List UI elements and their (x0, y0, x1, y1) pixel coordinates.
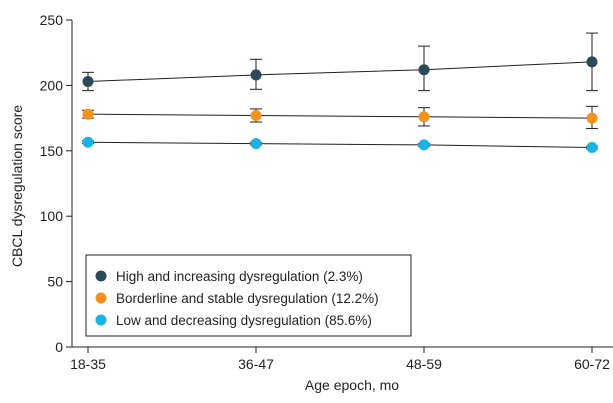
series-3 (82, 136, 598, 154)
series-1 (82, 32, 598, 92)
data-point (250, 69, 262, 81)
y-tick-label: 150 (40, 143, 64, 159)
plot-area (82, 32, 598, 154)
legend-marker (95, 314, 107, 326)
y-tick-label: 0 (55, 339, 63, 355)
y-tick-label: 250 (40, 12, 64, 28)
data-point (586, 142, 598, 154)
data-point (418, 64, 430, 76)
axes: 0 50 100 150 200 250 18-35 36-47 48-59 60-72 (40, 12, 613, 372)
x-tick-label: 48-59 (406, 356, 442, 372)
y-tick-label: 100 (40, 208, 64, 224)
series-2 (82, 105, 598, 130)
legend-box (85, 254, 412, 337)
data-point (250, 138, 262, 150)
data-point (418, 139, 430, 151)
data-point (82, 108, 94, 120)
series-line (87, 141, 593, 149)
data-point (82, 75, 94, 87)
data-point (586, 56, 598, 68)
series-line (87, 61, 593, 82)
legend-label: Low and decreasing dysregulation (85.6%) (116, 313, 372, 328)
data-point (586, 112, 598, 124)
legend-marker (95, 270, 107, 282)
legend-label: High and increasing dysregulation (2.3%) (116, 269, 363, 284)
legend: High and increasing dysregulation (2.3%)… (85, 254, 412, 337)
x-tick-label: 36-47 (238, 356, 274, 372)
x-axis-label: Age epoch, mo (305, 377, 399, 393)
x-tick-label: 18-35 (70, 356, 106, 372)
data-point (250, 109, 262, 121)
legend-marker (95, 292, 107, 304)
data-point (82, 136, 94, 148)
legend-label: Borderline and stable dysregulation (12.… (116, 291, 379, 306)
series-line (87, 113, 593, 119)
y-axis-label: CBCL dysregulation score (9, 105, 25, 267)
y-tick-label: 200 (40, 77, 64, 93)
x-tick-label: 60-72 (574, 356, 610, 372)
data-point (418, 111, 430, 123)
y-tick-label: 50 (47, 274, 63, 290)
